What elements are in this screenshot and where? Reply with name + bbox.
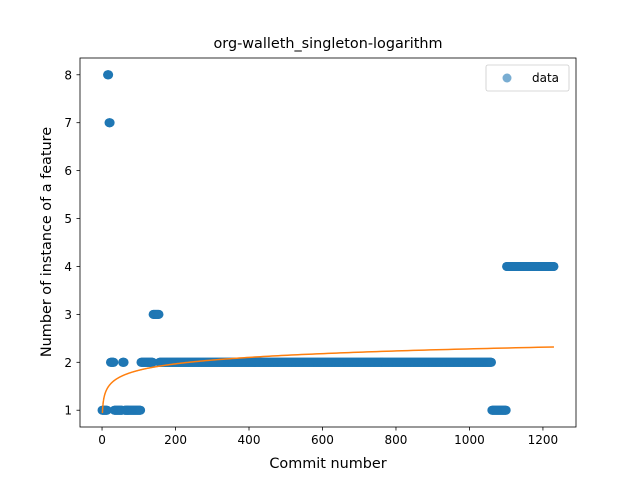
data-point xyxy=(549,261,559,271)
data-point xyxy=(487,357,496,367)
y-tick-label: 2 xyxy=(64,356,72,370)
data-point xyxy=(148,357,158,367)
data-points xyxy=(97,70,559,415)
legend-box xyxy=(485,64,570,92)
y-tick-label: 1 xyxy=(64,404,72,418)
y-tick-label: 6 xyxy=(64,164,72,178)
x-tick-label: 800 xyxy=(385,433,408,447)
axes-frame xyxy=(79,57,577,428)
data-point xyxy=(104,70,114,80)
x-axis-ticks: 0 200 400 600 800 1000 1200 xyxy=(98,427,558,447)
y-axis-ticks: 1 2 3 4 5 6 7 8 xyxy=(64,68,80,418)
x-tick-label: 0 xyxy=(98,433,106,447)
data-point xyxy=(119,357,129,367)
data-point xyxy=(136,405,146,415)
x-axis-label: Commit number xyxy=(269,456,386,472)
data-point xyxy=(102,405,112,415)
x-tick-label: 600 xyxy=(311,433,334,447)
x-tick-label: 1200 xyxy=(528,433,559,447)
legend: data xyxy=(485,64,570,92)
y-axis-label: Number of instance of a feature xyxy=(39,127,55,357)
data-point xyxy=(501,405,511,415)
legend-label-data: data xyxy=(532,71,559,85)
fit-line xyxy=(101,346,554,414)
x-tick-label: 400 xyxy=(238,433,261,447)
y-tick-label: 8 xyxy=(64,68,72,82)
x-tick-label: 200 xyxy=(164,433,187,447)
legend-marker-data xyxy=(502,73,512,83)
x-tick-label: 1000 xyxy=(454,433,485,447)
y-tick-label: 4 xyxy=(64,260,72,274)
plot-area xyxy=(97,70,559,415)
fit-curve xyxy=(101,346,554,414)
y-tick-label: 3 xyxy=(64,308,72,322)
data-point xyxy=(154,309,164,319)
data-point xyxy=(109,357,119,367)
y-tick-label: 7 xyxy=(64,116,72,130)
chart-title: org-walleth_singleton-logarithm xyxy=(213,36,442,52)
y-tick-label: 5 xyxy=(64,212,72,226)
data-point xyxy=(105,118,115,128)
